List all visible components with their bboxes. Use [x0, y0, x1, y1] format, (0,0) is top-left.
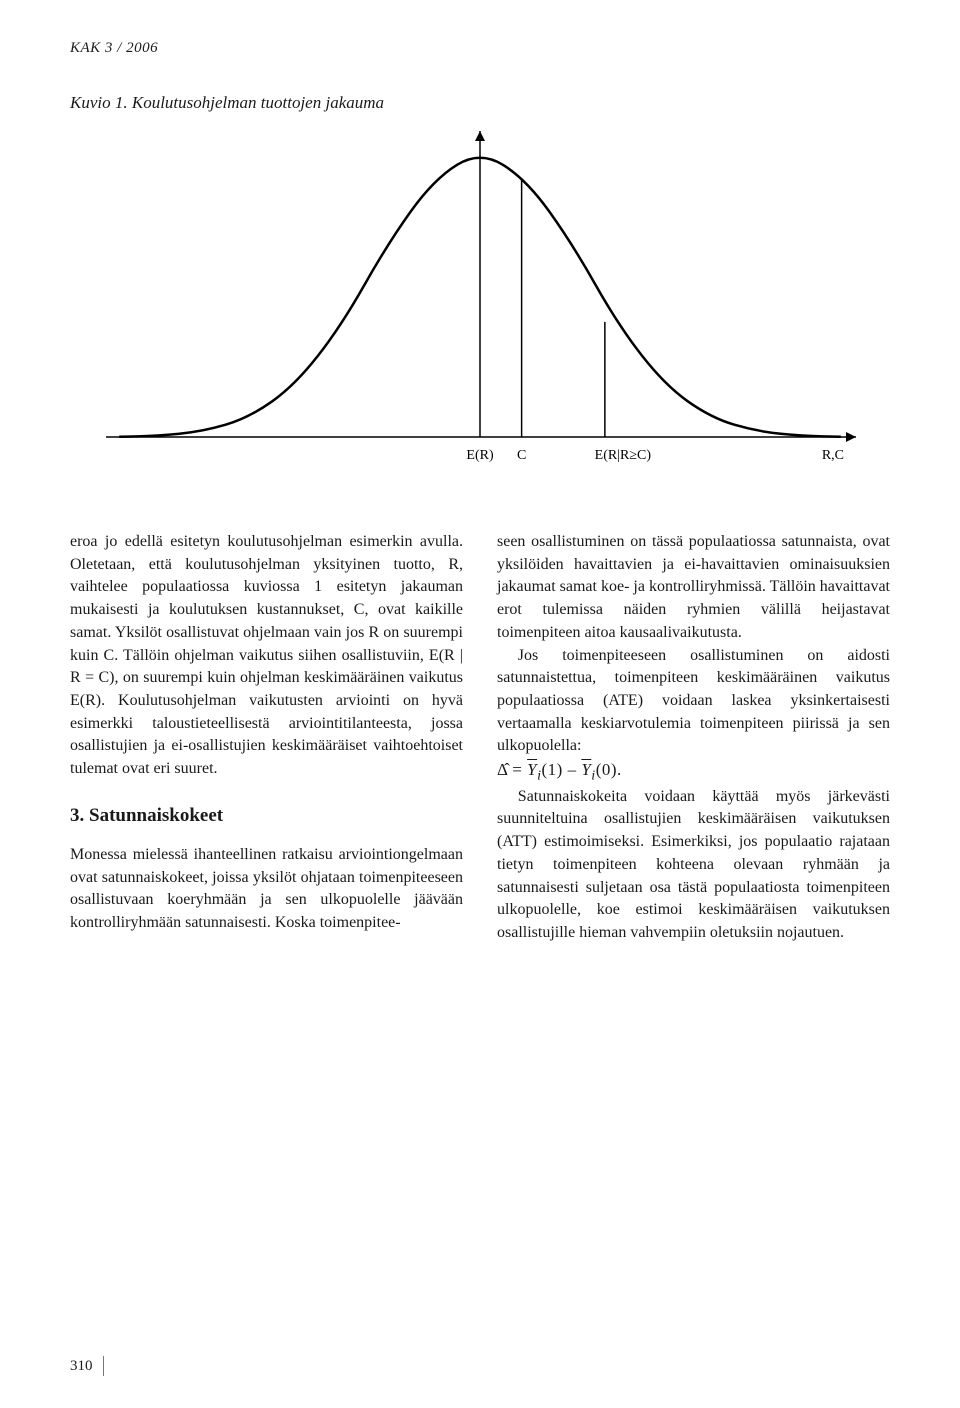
figure-caption: Kuvio 1. Koulutusohjelman tuottojen jaka…: [70, 93, 890, 113]
svg-text:E(R): E(R): [466, 448, 494, 463]
left-p1: eroa jo edellä esitetyn koulutusohjelman…: [70, 531, 463, 781]
text-columns: eroa jo edellä esitetyn koulutusohjelman…: [70, 531, 890, 945]
page-number-value: 310: [70, 1356, 104, 1376]
svg-text:C: C: [517, 448, 526, 463]
bell-curve-svg: E(R) C E(R|R≥C) R,C: [70, 127, 890, 487]
right-p3: Satunnaiskokeita voidaan käyttää myös jä…: [497, 786, 890, 945]
running-head: KAK 3 / 2006: [70, 40, 890, 57]
right-p2: Jos toimenpiteeseen osallistuminen on ai…: [497, 645, 890, 759]
left-column: eroa jo edellä esitetyn koulutusohjelman…: [70, 531, 463, 945]
right-column: seen osallistuminen on tässä populaatios…: [497, 531, 890, 945]
svg-text:E(R|R≥C): E(R|R≥C): [595, 448, 652, 463]
svg-text:R,C: R,C: [822, 448, 844, 463]
page: KAK 3 / 2006 Kuvio 1. Koulutusohjelman t…: [0, 0, 960, 1408]
left-p2: Monessa mielessä ihanteellinen ratkaisu …: [70, 844, 463, 935]
page-number: 310: [70, 1356, 104, 1376]
right-p1: seen osallistuminen on tässä populaatios…: [497, 531, 890, 645]
section-heading: 3. Satunnaiskokeet: [70, 803, 463, 830]
figure-bell-curve: E(R) C E(R|R≥C) R,C: [70, 127, 890, 487]
formula-ate: Δ̂ = Yi(1) – Yi(0).: [497, 758, 890, 786]
